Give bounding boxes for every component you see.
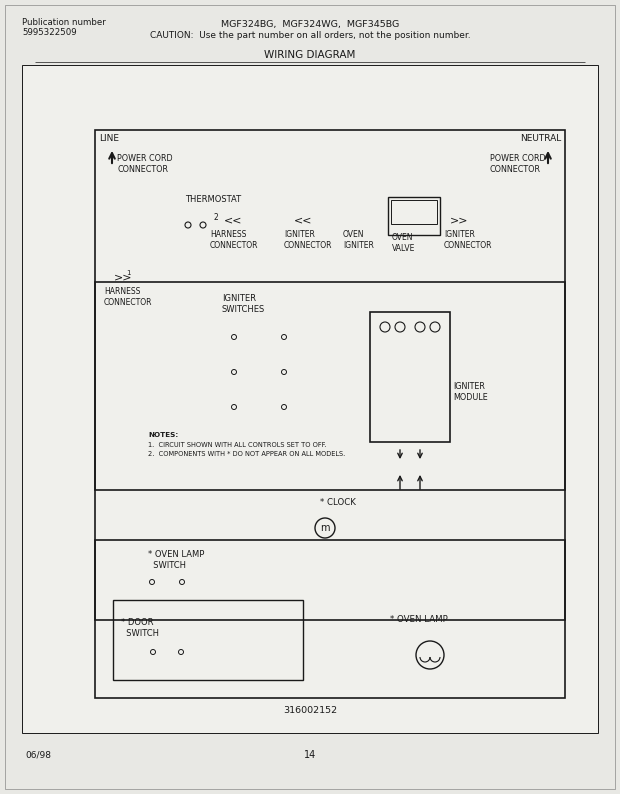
- Text: IGNITER
CONNECTOR: IGNITER CONNECTOR: [284, 230, 332, 250]
- Text: <<: <<: [224, 215, 242, 225]
- Text: 1.  CIRCUIT SHOWN WITH ALL CONTROLS SET TO OFF.: 1. CIRCUIT SHOWN WITH ALL CONTROLS SET T…: [148, 442, 326, 448]
- Text: NEUTRAL: NEUTRAL: [520, 134, 561, 143]
- Text: >>: >>: [114, 272, 133, 282]
- Text: * CLOCK: * CLOCK: [320, 498, 356, 507]
- Text: WIRING DIAGRAM: WIRING DIAGRAM: [264, 50, 356, 60]
- Text: HARNESS
CONNECTOR: HARNESS CONNECTOR: [104, 287, 153, 307]
- Text: Publication number: Publication number: [22, 18, 106, 27]
- Text: 2: 2: [213, 213, 218, 222]
- Text: MGF324BG,  MGF324WG,  MGF345BG: MGF324BG, MGF324WG, MGF345BG: [221, 20, 399, 29]
- Text: POWER CORD
CONNECTOR: POWER CORD CONNECTOR: [490, 154, 546, 174]
- Bar: [388, 197, 440, 235]
- Text: * DOOR
  SWITCH: * DOOR SWITCH: [121, 618, 159, 638]
- Text: THERMOSTAT: THERMOSTAT: [185, 195, 241, 204]
- Text: OVEN
IGNITER: OVEN IGNITER: [343, 230, 374, 250]
- Text: LINE: LINE: [99, 134, 119, 143]
- Text: 5995322509: 5995322509: [22, 28, 77, 37]
- Bar: [113, 600, 303, 680]
- Text: HARNESS
CONNECTOR: HARNESS CONNECTOR: [210, 230, 259, 250]
- Text: 2.  COMPONENTS WITH * DO NOT APPEAR ON ALL MODELS.: 2. COMPONENTS WITH * DO NOT APPEAR ON AL…: [148, 451, 345, 457]
- Text: 14: 14: [304, 750, 316, 760]
- Text: IGNITER
SWITCHES: IGNITER SWITCHES: [222, 294, 265, 314]
- Text: 06/98: 06/98: [25, 750, 51, 759]
- Text: >>: >>: [450, 215, 469, 225]
- Text: 1: 1: [126, 270, 130, 276]
- Text: m: m: [321, 523, 330, 533]
- Text: POWER CORD
CONNECTOR: POWER CORD CONNECTOR: [117, 154, 172, 174]
- Text: * OVEN LAMP: * OVEN LAMP: [390, 615, 448, 624]
- Bar: [95, 540, 565, 698]
- Text: IGNITER
MODULE: IGNITER MODULE: [453, 382, 488, 402]
- Bar: [391, 200, 437, 224]
- Text: CAUTION:  Use the part number on all orders, not the position number.: CAUTION: Use the part number on all orde…: [149, 31, 471, 40]
- Text: eReplacementParts.com: eReplacementParts.com: [200, 390, 420, 408]
- Text: <<: <<: [294, 215, 312, 225]
- Bar: [370, 312, 450, 442]
- Bar: [95, 282, 565, 490]
- Bar: [95, 130, 565, 620]
- Text: NOTES:: NOTES:: [148, 432, 179, 438]
- Bar: [22, 65, 598, 733]
- Text: OVEN
VALVE: OVEN VALVE: [392, 233, 415, 253]
- Text: IGNITER
CONNECTOR: IGNITER CONNECTOR: [444, 230, 492, 250]
- Text: * OVEN LAMP
  SWITCH: * OVEN LAMP SWITCH: [148, 550, 205, 570]
- Text: 316002152: 316002152: [283, 706, 337, 715]
